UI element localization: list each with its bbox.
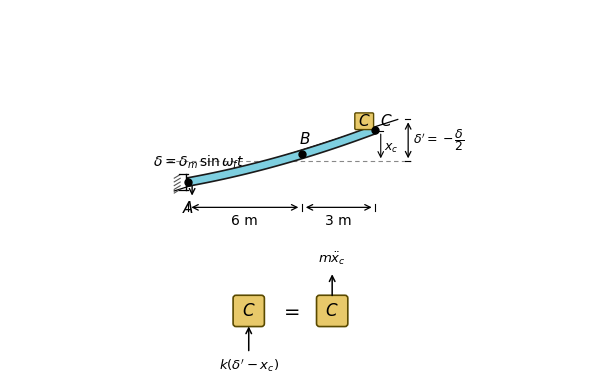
Text: $x_c$: $x_c$	[384, 142, 398, 155]
FancyBboxPatch shape	[355, 113, 373, 130]
FancyBboxPatch shape	[233, 295, 264, 327]
Text: 3 m: 3 m	[326, 214, 352, 228]
Text: $\delta = \delta_m \, \sin\omega_f t$: $\delta = \delta_m \, \sin\omega_f t$	[153, 154, 245, 171]
Text: $C$: $C$	[326, 302, 339, 320]
Text: $B$: $B$	[299, 131, 311, 147]
Text: $k(\delta'-x_c)$: $k(\delta'-x_c)$	[219, 358, 279, 375]
Text: $C$: $C$	[242, 302, 255, 320]
Text: $A$: $A$	[182, 200, 194, 216]
Text: $m\ddot{x}_c$: $m\ddot{x}_c$	[318, 250, 346, 267]
Text: $=$: $=$	[280, 301, 300, 320]
FancyBboxPatch shape	[316, 295, 348, 327]
Text: $\delta' = -\dfrac{\delta}{2}$: $\delta' = -\dfrac{\delta}{2}$	[412, 127, 464, 153]
Text: $C$: $C$	[358, 113, 371, 129]
Polygon shape	[188, 126, 375, 186]
Text: $C$: $C$	[381, 113, 393, 129]
Text: 6 m: 6 m	[231, 214, 258, 228]
